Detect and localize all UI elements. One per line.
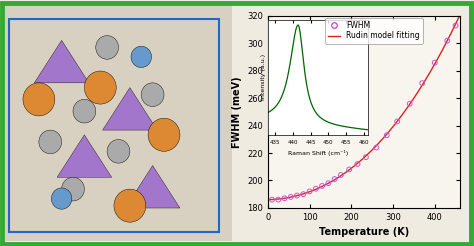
Circle shape	[23, 83, 55, 116]
Y-axis label: FWHM (meV): FWHM (meV)	[231, 76, 242, 148]
Point	[287, 195, 294, 199]
Point	[406, 102, 413, 106]
Circle shape	[84, 71, 116, 104]
Polygon shape	[102, 88, 157, 130]
Circle shape	[107, 139, 130, 163]
Point	[331, 177, 338, 181]
Point	[274, 198, 282, 202]
Circle shape	[131, 46, 152, 67]
Point	[337, 173, 345, 177]
Point	[325, 181, 332, 185]
Point	[346, 168, 353, 171]
Point	[373, 146, 380, 150]
Point	[318, 184, 326, 188]
Point	[268, 198, 276, 202]
Circle shape	[73, 99, 96, 123]
Circle shape	[96, 36, 118, 59]
Point	[431, 61, 438, 64]
Point	[452, 24, 459, 28]
Polygon shape	[57, 135, 112, 177]
Point	[306, 189, 313, 193]
Point	[293, 194, 301, 198]
Point	[281, 196, 288, 200]
Polygon shape	[125, 166, 180, 208]
Circle shape	[62, 177, 84, 201]
Point	[383, 133, 391, 137]
Point	[312, 187, 319, 191]
Point	[444, 39, 451, 43]
Point	[393, 120, 401, 123]
Legend: FWHM, Rudin model fitting: FWHM, Rudin model fitting	[325, 18, 423, 44]
Circle shape	[51, 188, 72, 209]
Polygon shape	[34, 40, 89, 83]
Point	[300, 192, 307, 196]
Point	[419, 81, 426, 85]
Point	[362, 155, 370, 159]
X-axis label: Temperature (K): Temperature (K)	[319, 227, 409, 237]
Circle shape	[39, 130, 62, 154]
Point	[354, 162, 361, 166]
Circle shape	[114, 189, 146, 222]
Circle shape	[141, 83, 164, 107]
Circle shape	[148, 118, 180, 151]
